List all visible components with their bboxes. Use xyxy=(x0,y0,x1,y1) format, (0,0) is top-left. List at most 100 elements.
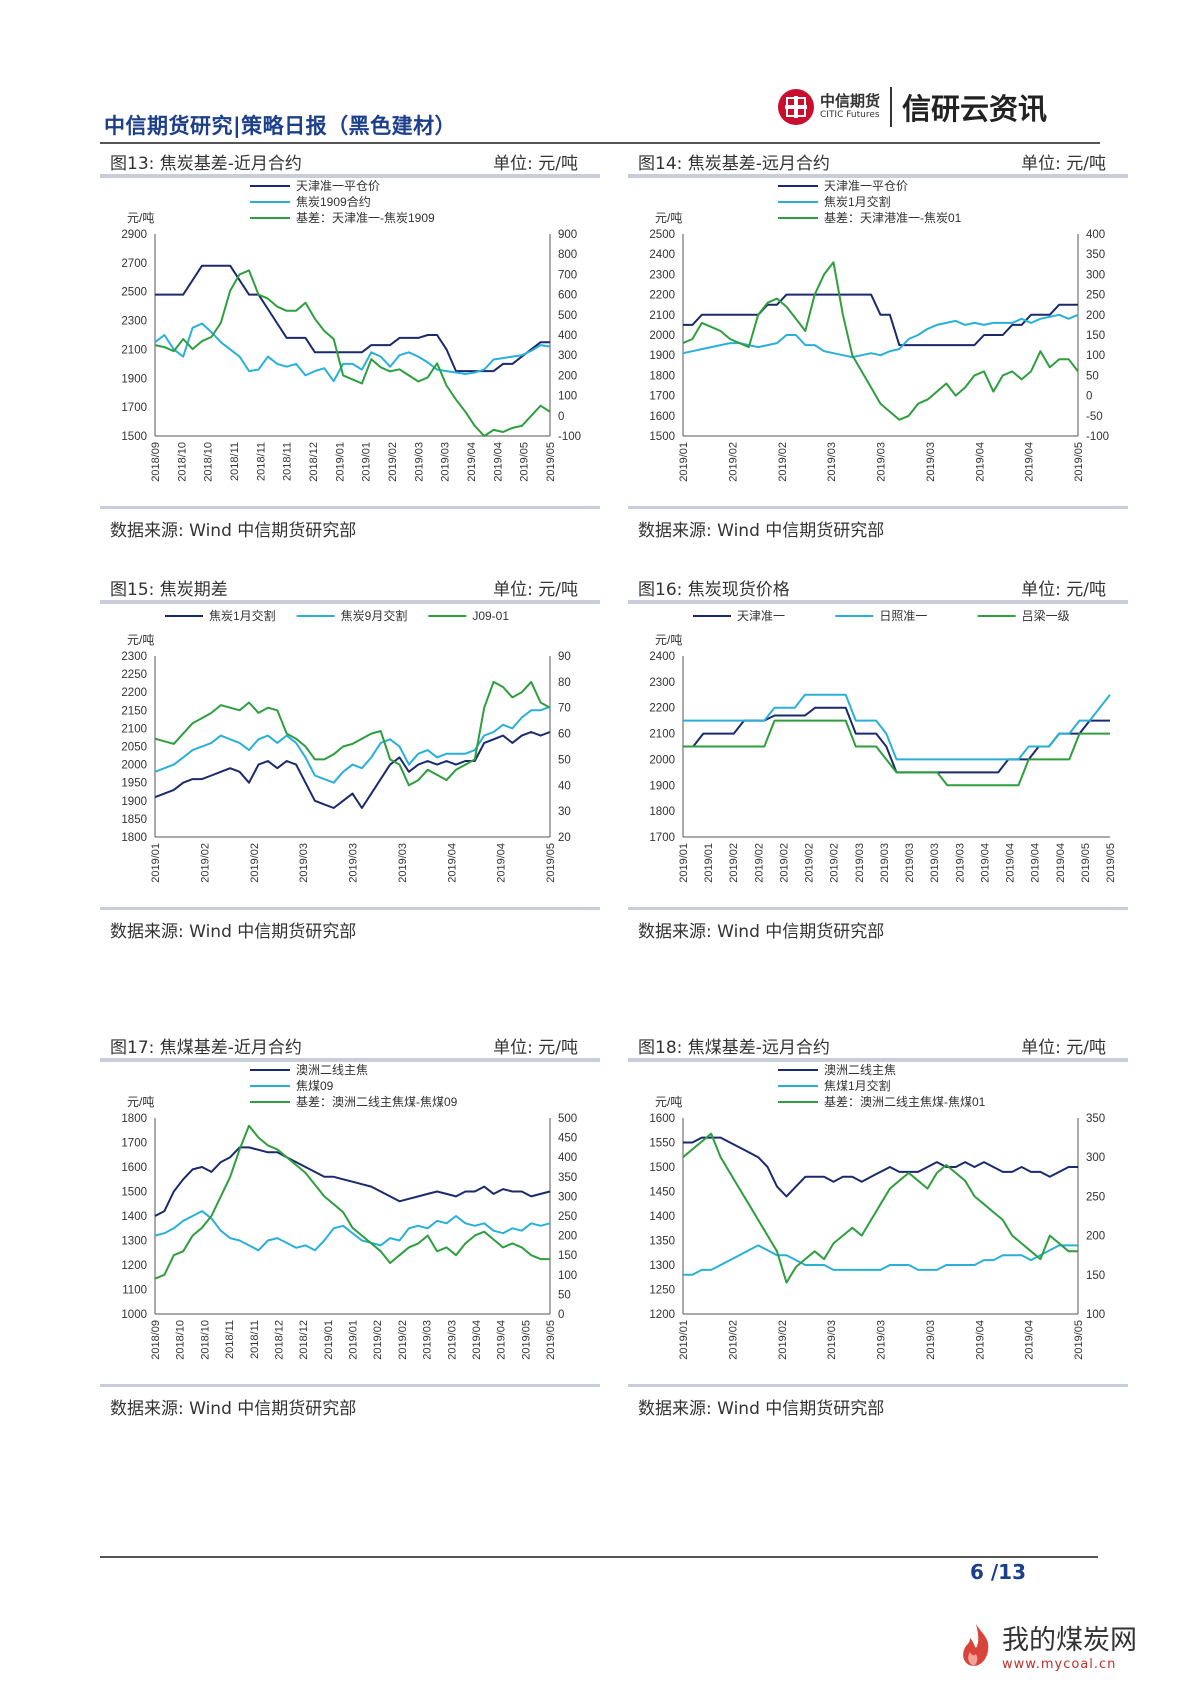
figure-source: 数据来源: Wind 中信期货研究部 xyxy=(110,922,357,942)
x-tick-label: 2019/03 xyxy=(826,1320,838,1360)
y-tick-label: 1800 xyxy=(121,1113,147,1125)
series-line-2 xyxy=(154,322,551,383)
y-tick-label: 1200 xyxy=(649,1309,675,1321)
series-line-1 xyxy=(154,731,551,809)
figure-bottom-rule xyxy=(100,1384,600,1387)
brand-name: 中信期货 xyxy=(820,92,881,110)
y2-tick-label: 200 xyxy=(558,1231,577,1243)
x-tick-label: 2019/02 xyxy=(372,1320,384,1360)
y-tick-label: 1950 xyxy=(121,778,147,790)
y-axis-label: 元/吨 xyxy=(655,633,682,647)
x-tick-label: 2019/05 xyxy=(520,1320,532,1360)
x-tick-label: 2018/09 xyxy=(150,1320,162,1360)
legend-label: 焦炭1月交割 xyxy=(824,194,891,209)
x-tick-label: 2018/11 xyxy=(249,1320,261,1359)
y-tick-label: 1400 xyxy=(121,1211,147,1223)
y-tick-label: 2100 xyxy=(121,723,147,735)
y2-tick-label: 150 xyxy=(558,1250,577,1262)
x-tick-label: 2019/01 xyxy=(334,442,346,482)
y2-tick-label: 60 xyxy=(558,729,571,741)
x-tick-label: 2019/02 xyxy=(727,442,739,482)
legend-label: 天津准一平仓价 xyxy=(296,179,380,193)
y-tick-label: 1900 xyxy=(121,373,147,385)
x-tick-label: 2019/02 xyxy=(829,843,841,883)
series-line-3 xyxy=(154,680,551,787)
x-tick-label: 2019/03 xyxy=(954,843,966,883)
y-tick-label: 2300 xyxy=(121,316,147,328)
y2-tick-label: 50 xyxy=(1086,370,1099,382)
y-tick-label: 1800 xyxy=(649,370,675,382)
y-tick-label: 2250 xyxy=(121,669,147,681)
x-tick-label: 2019/03 xyxy=(879,843,891,883)
x-tick-label: 2019/02 xyxy=(727,1320,739,1360)
series-line-3 xyxy=(154,1124,550,1280)
x-tick-label: 2019/04 xyxy=(1030,843,1042,883)
legend-label: 基差：天津港准一-焦炭01 xyxy=(824,211,962,225)
y2-tick-label: 300 xyxy=(558,1191,577,1203)
x-tick-label: 2019/05 xyxy=(519,442,531,482)
x-tick-label: 2019/02 xyxy=(753,843,765,883)
figure-title-rule xyxy=(100,600,600,604)
x-tick-label: 2019/04 xyxy=(974,1320,986,1360)
legend-label: 澳洲二线主焦 xyxy=(296,1063,368,1077)
series-line-3 xyxy=(682,1132,1078,1284)
legend-label: 日照准一 xyxy=(879,609,927,623)
legend-label: 焦煤1月交割 xyxy=(824,1078,891,1093)
y2-tick-label: -100 xyxy=(1086,431,1109,443)
x-tick-label: 2018/10 xyxy=(203,442,215,482)
figure-source: 数据来源: Wind 中信期货研究部 xyxy=(638,1399,885,1419)
figure-panel: 图13: 焦炭基差-近月合约 单位: 元/吨 元/吨 1500 1700 1900 210… xyxy=(100,146,600,541)
figure-source: 数据来源: Wind 中信期货研究部 xyxy=(110,521,357,541)
y-tick-label: 2500 xyxy=(649,229,675,241)
y-tick-label: 2050 xyxy=(121,742,147,754)
page-number: 6 /13 xyxy=(970,1560,1027,1584)
series-line-1 xyxy=(154,1146,551,1217)
x-tick-label: 2019/04 xyxy=(471,1320,483,1360)
y2-tick-label: 90 xyxy=(558,651,571,663)
x-tick-label: 2019/02 xyxy=(199,843,211,883)
y2-tick-label: 150 xyxy=(1086,1270,1105,1282)
x-tick-label: 2019/03 xyxy=(446,1320,458,1360)
y2-tick-label: 500 xyxy=(558,310,577,322)
y-tick-label: 1900 xyxy=(649,780,675,792)
chart-p14: 元/吨1500160017001800190020002100220023002… xyxy=(649,179,1109,482)
y-tick-label: 1600 xyxy=(649,1113,675,1125)
x-tick-label: 2019/03 xyxy=(925,1320,937,1360)
y2-tick-label: 600 xyxy=(558,290,577,302)
figure-panel: 图18: 焦煤基差-远月合约 单位: 元/吨 元/吨 1200 1250 1300 135… xyxy=(628,1030,1128,1419)
y2-tick-label: -100 xyxy=(558,431,581,443)
y-axis-label: 元/吨 xyxy=(127,1095,154,1109)
x-tick-label: 2018/11 xyxy=(282,442,294,481)
x-tick-label: 2019/04 xyxy=(446,843,458,883)
legend-label: 基差：澳洲二线主焦煤-焦煤01 xyxy=(824,1095,986,1109)
y-tick-label: 1350 xyxy=(649,1236,675,1248)
y2-tick-label: 200 xyxy=(1086,310,1105,322)
y-tick-label: 1000 xyxy=(121,1309,147,1321)
x-tick-label: 2019/04 xyxy=(1024,442,1036,482)
legend-label: J09-01 xyxy=(472,609,509,623)
page-header-title: 中信期货研究|策略日报（黑色建材） xyxy=(104,114,457,138)
y2-tick-label: 400 xyxy=(558,1152,577,1164)
header-rule xyxy=(100,142,1100,144)
figure-unit: 单位: 元/吨 xyxy=(1021,154,1106,174)
y-tick-label: 2100 xyxy=(649,310,675,322)
y-tick-label: 1500 xyxy=(121,1187,147,1199)
x-tick-label: 2019/04 xyxy=(466,442,478,482)
legend-label: 吕梁一级 xyxy=(1022,608,1070,623)
y-tick-label: 2000 xyxy=(121,760,147,772)
legend-label: 澳洲二线主焦 xyxy=(824,1063,896,1077)
brand-logo: 中信期货 CITIC Futures 信研云资讯 xyxy=(778,86,1047,128)
y-tick-label: 1900 xyxy=(121,796,147,808)
figure-source: 数据来源: Wind 中信期货研究部 xyxy=(638,521,885,541)
series-line-2 xyxy=(683,693,1111,761)
citic-logo-icon xyxy=(778,89,814,125)
y-tick-label: 1850 xyxy=(121,814,147,826)
chart-p18: 元/吨 1200 1250 1300 1350 1400 1450 1500 1550 1600 1… xyxy=(649,1063,1105,1360)
series-line-3 xyxy=(154,269,551,437)
y-tick-label: 2150 xyxy=(121,705,147,717)
x-tick-label: 2019/01 xyxy=(678,843,690,883)
chart-p16: 元/吨 1700 1800 1900 2000 2100 2200 2300 2400 2019/… xyxy=(649,608,1117,883)
y-tick-label: 2300 xyxy=(121,651,147,663)
x-tick-label: 2018/09 xyxy=(150,442,162,482)
legend-label: 基差：澳洲二线主焦煤-焦煤09 xyxy=(296,1095,458,1109)
